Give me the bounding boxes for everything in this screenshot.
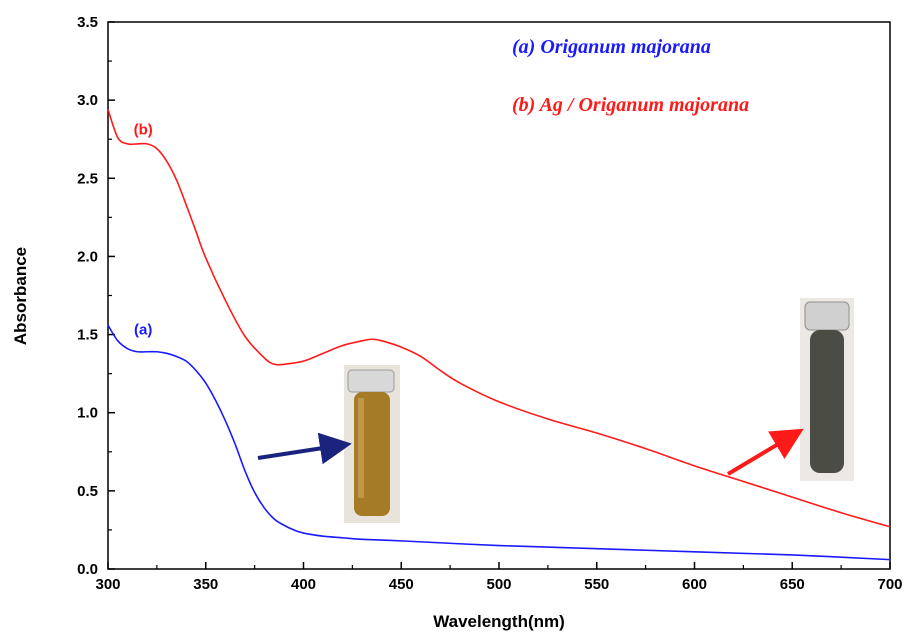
nanoparticle-vial-inset bbox=[800, 298, 854, 481]
x-tick-label: 350 bbox=[193, 576, 218, 593]
legend-item-a: (a) Origanum majorana bbox=[512, 36, 711, 58]
y-tick-label: 1.5 bbox=[77, 327, 98, 344]
extract-vial-inset bbox=[344, 365, 400, 523]
x-tick-label: 500 bbox=[486, 576, 511, 593]
y-tick-label: 3.0 bbox=[77, 92, 98, 109]
curve-labels: (a) (b) bbox=[134, 122, 153, 339]
x-tick-label: 600 bbox=[682, 576, 707, 593]
y-tick-label: 0.0 bbox=[77, 561, 98, 578]
y-tick-label: 2.5 bbox=[77, 170, 98, 187]
x-tick-label: 650 bbox=[780, 576, 805, 593]
x-axis: 300 350 400 450 500 550 600 650 700 bbox=[95, 562, 903, 593]
curve-label-a: (a) bbox=[134, 322, 152, 339]
y-axis: 0.0 0.5 1.0 1.5 2.0 2.5 3.0 3.5 bbox=[77, 14, 115, 578]
series-line-a bbox=[107, 324, 891, 561]
plot-frame bbox=[107, 21, 891, 570]
x-tick-label: 400 bbox=[291, 576, 316, 593]
arrow-to-nanoparticle-vial bbox=[726, 428, 804, 476]
x-tick-label: 450 bbox=[389, 576, 414, 593]
y-tick-label: 2.0 bbox=[77, 248, 98, 265]
x-tick-label: 700 bbox=[877, 576, 902, 593]
series-line-b bbox=[107, 109, 891, 528]
y-tick-label: 3.5 bbox=[77, 14, 98, 31]
curve-label-b: (b) bbox=[134, 122, 153, 139]
y-axis-title: Absorbance bbox=[11, 247, 30, 345]
series-lines bbox=[107, 109, 891, 561]
legend-item-b: (b) Ag / Origanum majorana bbox=[512, 94, 749, 116]
x-tick-label: 550 bbox=[584, 576, 609, 593]
nanoparticle-vial-liquid bbox=[810, 330, 844, 473]
arrow-to-extract-vial bbox=[257, 432, 352, 465]
y-tick-label: 1.0 bbox=[77, 405, 98, 422]
x-axis-title: Wavelength(nm) bbox=[433, 612, 565, 631]
y-tick-label: 0.5 bbox=[77, 483, 98, 500]
x-tick-label: 300 bbox=[95, 576, 120, 593]
